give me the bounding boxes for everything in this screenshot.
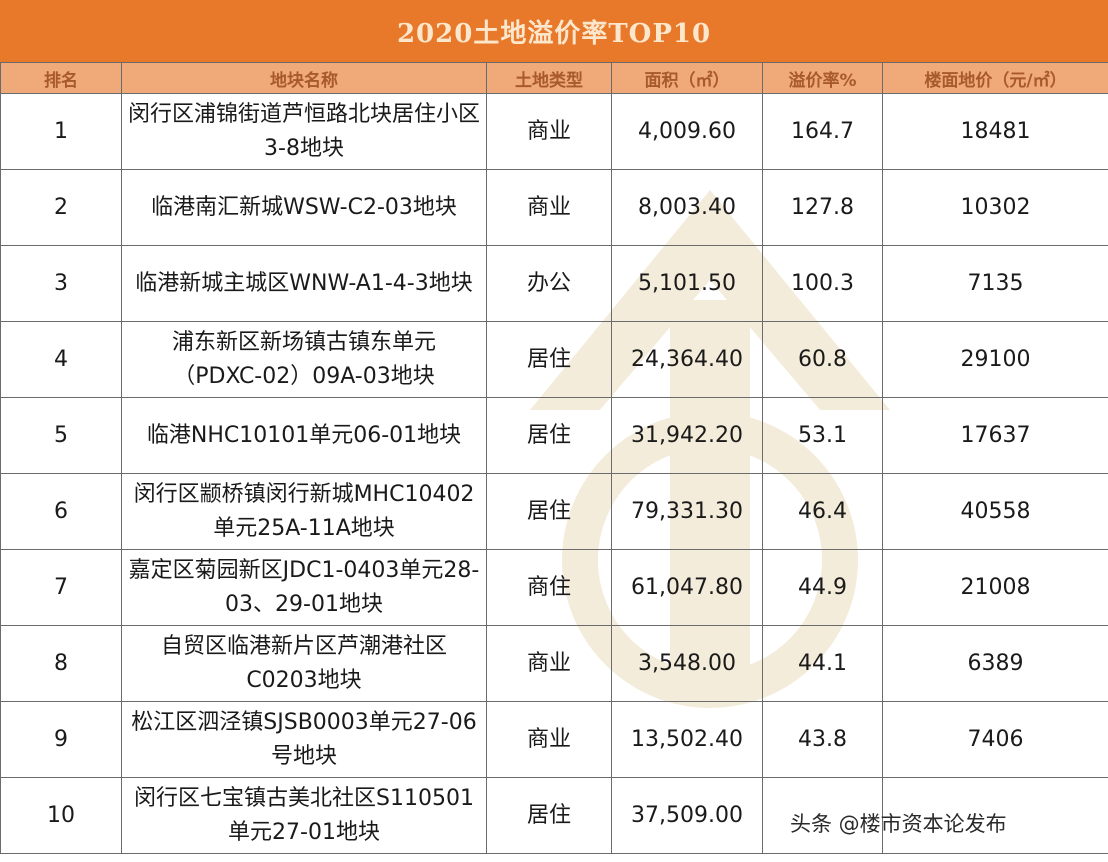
cell-type: 居住 [486,321,612,398]
column-header-price: 楼面地价（元/㎡） [882,62,1108,94]
cell-name: 松江区泗泾镇SJSB0003单元27-06号地块 [121,701,487,778]
column-header-premium: 溢价率% [762,62,883,94]
cell-premium: 44.1 [762,625,883,702]
table-row: 2 临港南汇新城WSW-C2-03地块 商业 8,003.40 127.8 10302 [0,169,1108,246]
cell-price: 18481 [882,93,1108,170]
table-row: 3 临港新城主城区WNW-A1-4-3地块 办公 5,101.50 100.3 7135 [0,245,1108,322]
cell-rank: 5 [0,397,122,474]
cell-type: 办公 [486,245,612,322]
cell-name: 嘉定区菊园新区JDC1-0403单元28-03、29-01地块 [121,549,487,626]
cell-price: 10302 [882,169,1108,246]
cell-premium: 127.8 [762,169,883,246]
table-row: 8 自贸区临港新片区芦潮港社区C0203地块 商业 3,548.00 44.1 6389 [0,625,1108,702]
cell-price [882,777,1108,854]
cell-name: 临港新城主城区WNW-A1-4-3地块 [121,245,487,322]
cell-type: 居住 [486,777,612,854]
table-header-row: 排名 地块名称 土地类型 面积（㎡） 溢价率% 楼面地价（元/㎡） [0,62,1108,94]
table-row: 5 临港NHC10101单元06-01地块 居住 31,942.20 53.1 17637 [0,397,1108,474]
cell-name: 临港南汇新城WSW-C2-03地块 [121,169,487,246]
cell-premium: 43.8 [762,701,883,778]
cell-price: 6389 [882,625,1108,702]
cell-name: 闵行区颛桥镇闵行新城MHC10402单元25A-11A地块 [121,473,487,550]
cell-rank: 3 [0,245,122,322]
cell-price: 21008 [882,549,1108,626]
cell-name: 自贸区临港新片区芦潮港社区C0203地块 [121,625,487,702]
cell-premium: 60.8 [762,321,883,398]
cell-premium: 100.3 [762,245,883,322]
cell-area: 8,003.40 [611,169,763,246]
cell-premium: 44.9 [762,549,883,626]
cell-rank: 1 [0,93,122,170]
cell-area: 24,364.40 [611,321,763,398]
column-header-type: 土地类型 [486,62,612,94]
cell-area: 37,509.00 [611,777,763,854]
cell-area: 31,942.20 [611,397,763,474]
cell-rank: 7 [0,549,122,626]
column-header-area: 面积（㎡） [611,62,763,94]
cell-type: 商业 [486,701,612,778]
column-header-name: 地块名称 [121,62,487,94]
cell-area: 5,101.50 [611,245,763,322]
cell-name: 浦东新区新场镇古镇东单元（PDXC-02）09A-03地块 [121,321,487,398]
ranking-table: 排名 地块名称 土地类型 面积（㎡） 溢价率% 楼面地价（元/㎡） 1 闵行区浦锦… [0,62,1108,854]
cell-area: 4,009.60 [611,93,763,170]
cell-rank: 2 [0,169,122,246]
cell-type: 居住 [486,397,612,474]
cell-rank: 10 [0,777,122,854]
cell-premium: 164.7 [762,93,883,170]
table-row: 6 闵行区颛桥镇闵行新城MHC10402单元25A-11A地块 居住 79,331.3… [0,473,1108,550]
table-row: 9 松江区泗泾镇SJSB0003单元27-06号地块 商业 13,502.40 43.8… [0,701,1108,778]
cell-price: 7406 [882,701,1108,778]
source-watermark: 头条 @楼市资本论发布 [790,812,1007,836]
cell-area: 3,548.00 [611,625,763,702]
cell-premium: 53.1 [762,397,883,474]
cell-name: 临港NHC10101单元06-01地块 [121,397,487,474]
cell-rank: 9 [0,701,122,778]
cell-price: 7135 [882,245,1108,322]
cell-area: 79,331.30 [611,473,763,550]
cell-price: 17637 [882,397,1108,474]
table-row: 4 浦东新区新场镇古镇东单元（PDXC-02）09A-03地块 居住 24,364.4… [0,321,1108,398]
cell-premium: 46.4 [762,473,883,550]
cell-rank: 4 [0,321,122,398]
cell-type: 商住 [486,549,612,626]
cell-area: 13,502.40 [611,701,763,778]
table-title: 2020土地溢价率TOP10 [0,0,1108,62]
cell-type: 商业 [486,625,612,702]
table-row: 7 嘉定区菊园新区JDC1-0403单元28-03、29-01地块 商住 61,047… [0,549,1108,626]
cell-name: 闵行区七宝镇古美北社区S110501单元27-01地块 [121,777,487,854]
table-row: 1 闵行区浦锦街道芦恒路北块居住小区3-8地块 商业 4,009.60 164.7 184… [0,93,1108,170]
cell-name: 闵行区浦锦街道芦恒路北块居住小区3-8地块 [121,93,487,170]
cell-type: 居住 [486,473,612,550]
column-header-rank: 排名 [0,62,122,94]
cell-type: 商业 [486,169,612,246]
table-row: 10 闵行区七宝镇古美北社区S110501单元27-01地块 居住 37,509.00 [0,777,1108,854]
cell-price: 29100 [882,321,1108,398]
cell-type: 商业 [486,93,612,170]
cell-price: 40558 [882,473,1108,550]
cell-rank: 6 [0,473,122,550]
cell-area: 61,047.80 [611,549,763,626]
cell-rank: 8 [0,625,122,702]
